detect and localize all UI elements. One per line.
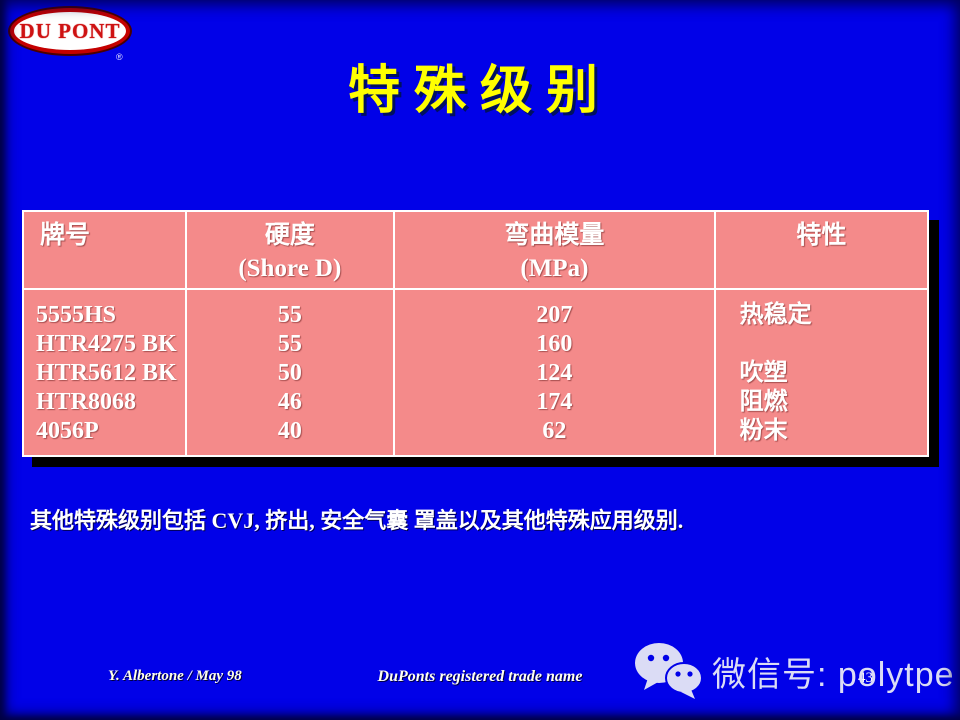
registered-trademark-icon: ® xyxy=(116,52,123,62)
grade-value: HTR4275 BK xyxy=(36,331,177,357)
modulus-value: 174 xyxy=(536,389,573,415)
header-cell-grade: 牌号 xyxy=(24,212,187,288)
hardness-value: 40 xyxy=(277,418,302,444)
column-features: 热稳定 吹塑 阻燃 粉末 xyxy=(716,290,927,455)
table-header-row: 牌号 硬度 (Shore D) 弯曲模量 (MPa) 特性 xyxy=(24,212,927,290)
column-grades: 5555HS HTR4275 BK HTR5612 BK HTR8068 405… xyxy=(24,290,187,455)
grade-value: HTR8068 xyxy=(36,389,137,415)
header-cell-hardness: 硬度 (Shore D) xyxy=(187,212,396,288)
grades-table: 牌号 硬度 (Shore D) 弯曲模量 (MPa) 特性 5555HS HTR… xyxy=(22,210,929,457)
feature-value: 阻燃 xyxy=(739,389,788,415)
footer-trademark: DuPonts registered trade name xyxy=(377,668,583,685)
feature-value: 吹塑 xyxy=(739,360,788,386)
modulus-value: 160 xyxy=(536,331,573,357)
feature-value: 粉末 xyxy=(739,418,788,444)
page-number: 43 xyxy=(858,670,873,686)
dupont-logo-text: DU PONT xyxy=(19,18,121,43)
dupont-logo: DU PONT xyxy=(8,6,132,56)
hardness-value: 55 xyxy=(277,302,302,328)
modulus-value: 62 xyxy=(542,418,567,444)
wechat-watermark: 微信号: polytpe xyxy=(632,640,955,702)
hardness-value: 55 xyxy=(277,331,302,357)
note-text: 其他特殊级别包括 CVJ, 挤出, 安全气囊 罩盖以及其他特殊应用级别. xyxy=(30,508,684,533)
hardness-value: 50 xyxy=(277,360,302,386)
modulus-value: 124 xyxy=(536,360,573,386)
modulus-value: 207 xyxy=(536,302,573,328)
column-hardness: 55 55 50 46 40 xyxy=(187,290,396,455)
hardness-value: 46 xyxy=(277,389,302,415)
header-cell-modulus: 弯曲模量 (MPa) xyxy=(395,212,716,288)
footer-author: Y. Albertone / May 98 xyxy=(108,668,242,684)
dupont-logo-oval: DU PONT xyxy=(14,12,126,50)
feature-value: 热稳定 xyxy=(739,302,812,328)
slide-title: 特殊级别 xyxy=(347,63,612,120)
grade-value: HTR5612 BK xyxy=(36,360,177,386)
header-cell-features: 特性 xyxy=(796,222,847,249)
feature-value xyxy=(740,330,927,359)
column-modulus: 207 160 124 174 62 xyxy=(395,290,716,455)
grade-value: 4056P xyxy=(36,418,99,444)
wechat-icon xyxy=(635,643,703,699)
grade-value: 5555HS xyxy=(36,302,117,328)
watermark-label: 微信号: polytpe xyxy=(712,655,955,694)
table-body-row: 5555HS HTR4275 BK HTR5612 BK HTR8068 405… xyxy=(24,290,927,455)
